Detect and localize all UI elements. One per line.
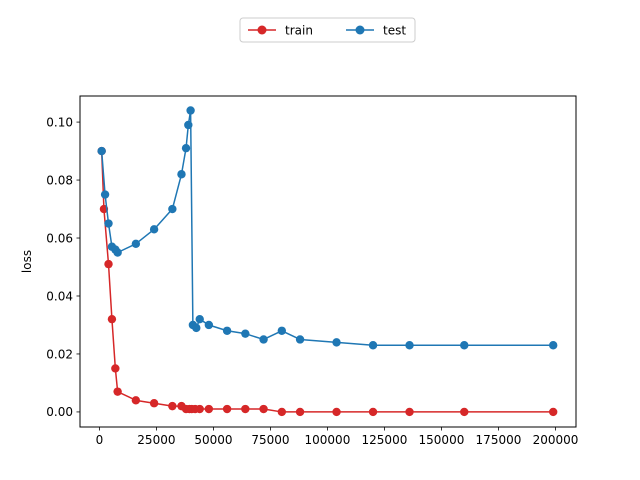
point-train-15 bbox=[204, 404, 214, 414]
point-train-22 bbox=[368, 407, 378, 417]
point-test-6 bbox=[131, 239, 141, 249]
point-test-14 bbox=[192, 323, 201, 333]
x-tick-label-6: 150000 bbox=[419, 433, 465, 447]
point-test-25 bbox=[460, 341, 469, 350]
point-train-16 bbox=[222, 404, 232, 414]
point-train-3 bbox=[107, 314, 117, 324]
x-tick-label-4: 100000 bbox=[305, 433, 351, 447]
point-train-8 bbox=[168, 401, 177, 411]
point-test-20 bbox=[277, 326, 287, 335]
point-test-17 bbox=[222, 326, 232, 335]
point-test-19 bbox=[259, 335, 268, 344]
x-tick-label-8: 200000 bbox=[533, 433, 579, 447]
legend-label-test: test bbox=[383, 24, 406, 38]
x-tick-label-2: 50000 bbox=[194, 433, 232, 447]
series-train bbox=[97, 146, 558, 417]
x-tick-label-3: 75000 bbox=[251, 433, 289, 447]
point-test-8 bbox=[168, 204, 177, 214]
point-train-6 bbox=[131, 396, 141, 405]
point-test-0 bbox=[97, 146, 106, 156]
y-tick-label-1: 0.02 bbox=[46, 347, 73, 361]
point-test-9 bbox=[177, 170, 186, 179]
plot-frame bbox=[79, 95, 577, 428]
point-train-18 bbox=[259, 404, 268, 414]
point-train-23 bbox=[405, 407, 414, 417]
point-test-12 bbox=[186, 106, 195, 115]
point-test-21 bbox=[295, 335, 305, 344]
point-test-10 bbox=[181, 143, 191, 153]
legend-entry-test: test bbox=[346, 24, 406, 38]
y-axis: 0.00 0.02 0.04 0.06 0.08 0.10 bbox=[46, 115, 80, 419]
x-tick-label-0: 0 bbox=[96, 433, 104, 447]
point-test-1 bbox=[100, 190, 110, 199]
x-axis: 0 25000 50000 75000 100000 125000 150000 175000… bbox=[96, 427, 579, 447]
point-train-24 bbox=[460, 407, 469, 417]
point-train-19 bbox=[277, 407, 287, 417]
point-train-5 bbox=[113, 387, 122, 396]
point-test-18 bbox=[241, 329, 250, 338]
y-axis-label: loss bbox=[20, 250, 34, 273]
point-train-20 bbox=[295, 407, 305, 417]
point-test-15 bbox=[195, 314, 204, 324]
point-train-21 bbox=[332, 407, 341, 417]
point-test-2 bbox=[104, 219, 113, 228]
point-test-7 bbox=[149, 225, 159, 234]
x-tick-label-5: 125000 bbox=[362, 433, 408, 447]
legend-entry-train: train bbox=[248, 24, 313, 38]
point-test-26 bbox=[549, 341, 558, 350]
y-tick-label-0: 0.00 bbox=[46, 405, 73, 419]
y-tick-label-4: 0.08 bbox=[46, 173, 73, 187]
y-tick-label-5: 0.10 bbox=[46, 115, 73, 129]
point-train-4 bbox=[111, 364, 120, 373]
y-tick-label-3: 0.06 bbox=[46, 231, 73, 245]
series-test bbox=[97, 106, 558, 350]
point-train-17 bbox=[241, 404, 250, 414]
legend: train test bbox=[239, 17, 416, 43]
point-train-7 bbox=[149, 399, 159, 408]
series-layer bbox=[97, 106, 558, 417]
x-tick-label-1: 25000 bbox=[137, 433, 175, 447]
point-test-23 bbox=[368, 341, 378, 350]
x-tick-label-7: 175000 bbox=[476, 433, 522, 447]
point-test-22 bbox=[332, 338, 341, 347]
point-train-2 bbox=[104, 259, 113, 269]
legend-marker-test bbox=[355, 25, 365, 35]
y-tick-label-2: 0.04 bbox=[46, 289, 73, 303]
point-train-14 bbox=[195, 404, 204, 414]
point-test-16 bbox=[204, 320, 214, 330]
legend-frame bbox=[239, 17, 416, 43]
legend-label-train: train bbox=[285, 24, 313, 38]
legend-marker-train bbox=[257, 25, 267, 35]
point-train-25 bbox=[549, 407, 558, 417]
point-test-5 bbox=[113, 248, 122, 257]
point-test-11 bbox=[184, 120, 193, 130]
point-test-24 bbox=[405, 341, 414, 350]
